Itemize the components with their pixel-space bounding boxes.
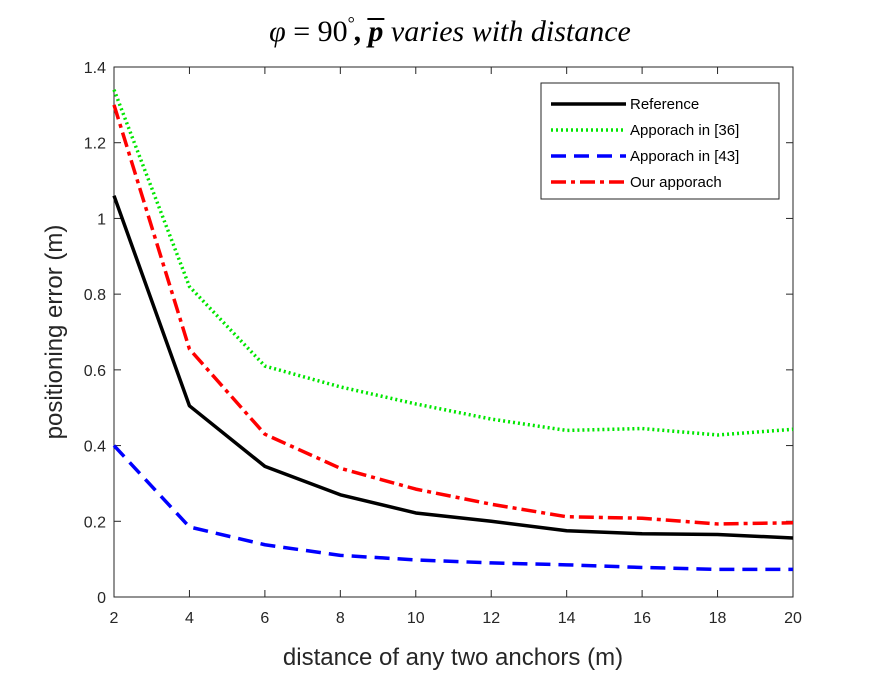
series-lines <box>112 89 794 572</box>
x-tick-label: 14 <box>558 610 576 627</box>
title-equals: = 90 <box>286 15 348 48</box>
legend-label: Apporach in [43] <box>630 148 739 165</box>
y-tick-label: 0 <box>97 590 106 607</box>
y-tick-label: 0.8 <box>84 287 106 304</box>
series-line-apporach-in-43 <box>112 444 793 572</box>
axis-ticks: 2 4 6 8 10 12 14 16 18 20 0 0.2 0.4 0.6 0.8 1 1.2 1.4 <box>84 60 802 627</box>
x-tick-label: 18 <box>709 610 727 627</box>
y-tick-label: 0.4 <box>84 439 106 456</box>
legend-label: Reference <box>630 96 699 113</box>
chart-title: φ = 90°, p varies with distance <box>269 13 631 48</box>
legend-label: Our apporach <box>630 174 722 191</box>
x-tick-label: 20 <box>784 610 802 627</box>
series-line-apporach-in-36 <box>112 89 794 437</box>
x-tick-label: 12 <box>482 610 500 627</box>
x-tick-label: 2 <box>110 610 119 627</box>
y-tick-label: 0.6 <box>84 363 106 380</box>
series-line-our-apporach <box>112 104 794 526</box>
x-tick-label: 8 <box>336 610 345 627</box>
y-tick-label: 1.2 <box>84 136 106 153</box>
y-tick-label: 1.4 <box>84 60 106 77</box>
title-rest: varies with distance <box>383 15 630 48</box>
x-axis-label: distance of any two anchors (m) <box>283 644 623 671</box>
series-line-reference <box>112 195 794 540</box>
title-comma: , <box>354 15 363 48</box>
y-tick-label: 0.2 <box>84 514 106 531</box>
x-tick-label: 10 <box>407 610 425 627</box>
legend: Reference Apporach in [36] Apporach in [43… <box>540 82 780 200</box>
y-tick-label: 1 <box>97 211 106 228</box>
title-phi: φ <box>269 15 286 48</box>
x-tick-label: 6 <box>260 610 269 627</box>
x-tick-label: 4 <box>185 610 194 627</box>
legend-label: Apporach in [36] <box>630 122 739 139</box>
y-axis-label: positioning error (m) <box>41 225 68 440</box>
title-p-bar: p <box>365 15 383 48</box>
title-degree: ° <box>348 13 355 33</box>
x-tick-label: 16 <box>633 610 651 627</box>
